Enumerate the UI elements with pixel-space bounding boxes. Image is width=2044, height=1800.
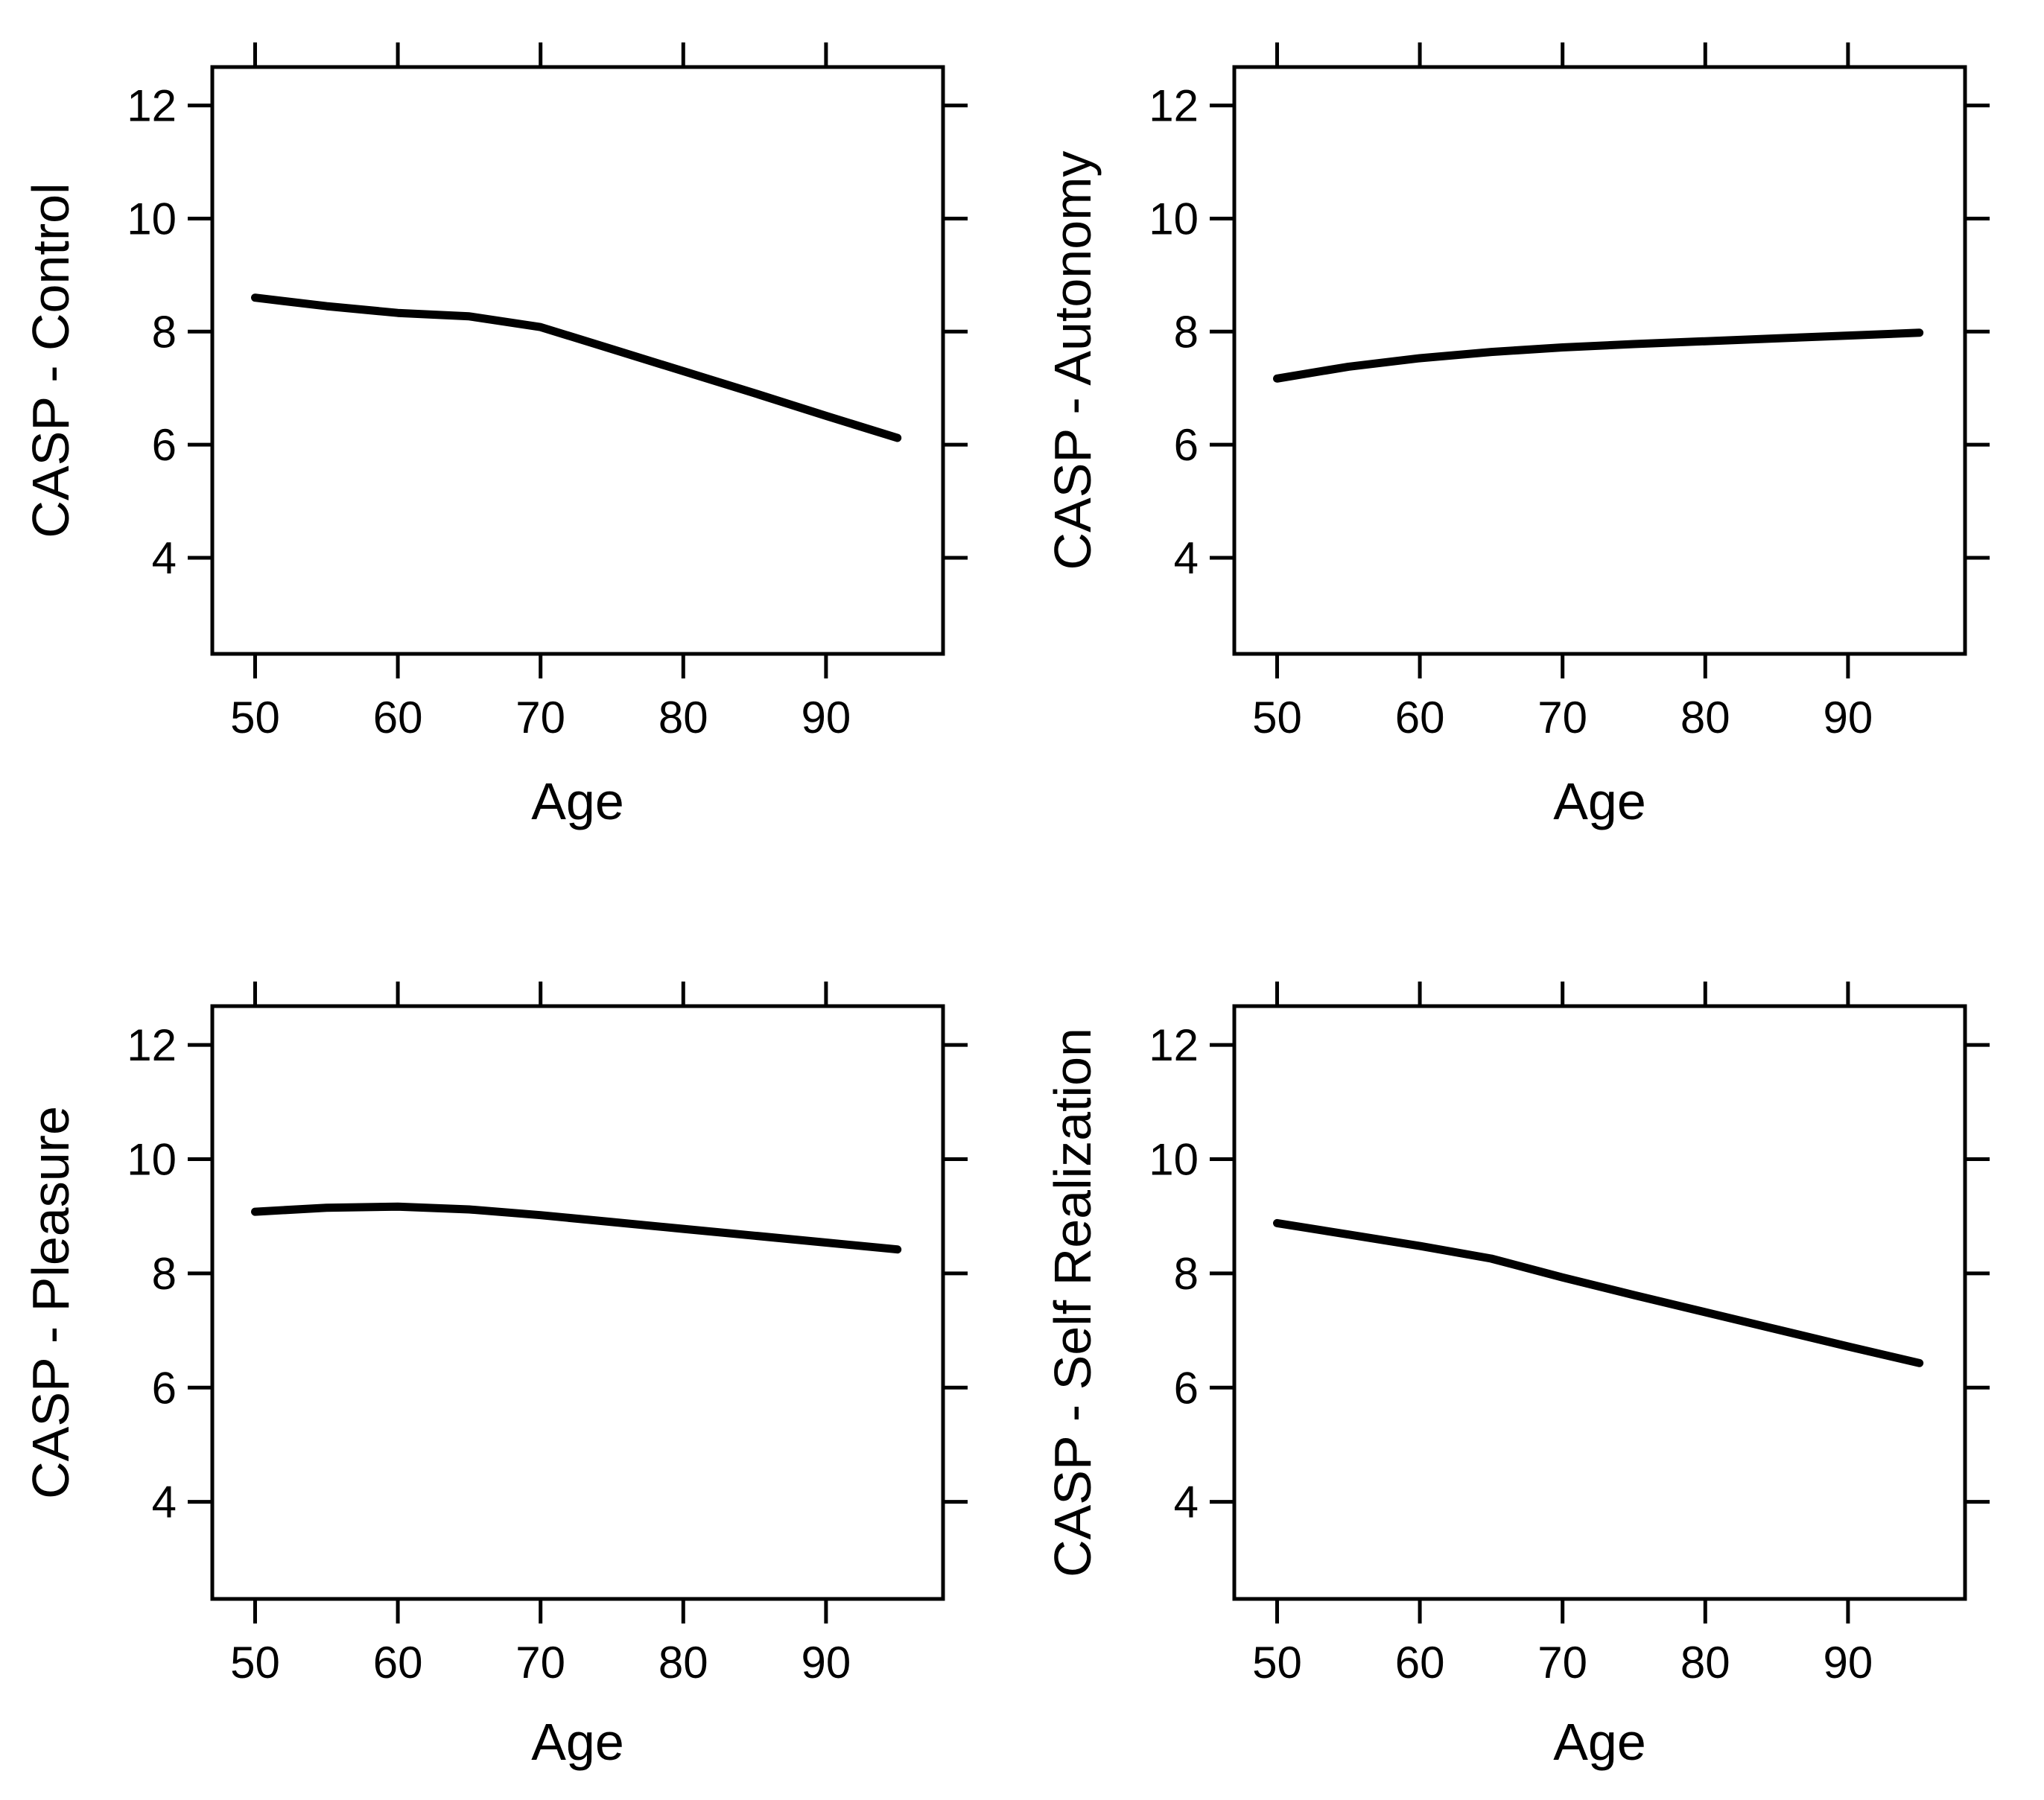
y-tick-label: 6 bbox=[1174, 420, 1199, 470]
x-tick-label: 70 bbox=[1537, 1638, 1587, 1688]
panel-casp-autonomy: 50 60 70 80 90 4 6 8 10 12 Age CASP - Autonomy bbox=[1022, 0, 2044, 900]
x-tick-label: 90 bbox=[1824, 693, 1873, 742]
series-line bbox=[1273, 1218, 1924, 1367]
chart-svg-3: 50 60 70 80 90 4 6 8 10 12 Age CASP - Self Realizat… bbox=[1044, 982, 1990, 1771]
y-axis-label: CASP - Pleasure bbox=[22, 1106, 80, 1499]
x-tick-label: 50 bbox=[230, 1638, 280, 1688]
x-tick-label: 80 bbox=[658, 693, 708, 742]
y-tick-label: 10 bbox=[127, 194, 177, 244]
y-axis-label: CASP - Control bbox=[22, 182, 80, 538]
x-tick-label: 60 bbox=[373, 693, 423, 742]
chart-svg-2: 50 60 70 80 90 4 6 8 10 12 Age CASP - Pleasure bbox=[22, 982, 968, 1771]
y-tick-label: 10 bbox=[1149, 194, 1199, 244]
series-line bbox=[251, 293, 902, 442]
y-tick-label: 8 bbox=[1174, 307, 1199, 357]
y-tick-label: 4 bbox=[1174, 533, 1199, 583]
y-tick-label: 12 bbox=[127, 1020, 177, 1070]
y-tick-label: 8 bbox=[1174, 1249, 1199, 1299]
x-tick-label: 90 bbox=[802, 1638, 851, 1688]
x-tick-label: 70 bbox=[515, 1638, 565, 1688]
x-tick-label: 80 bbox=[1680, 1638, 1730, 1688]
x-tick-label: 90 bbox=[802, 693, 851, 742]
plot-box bbox=[1232, 1004, 1967, 1601]
y-tick-label: 12 bbox=[1149, 81, 1199, 131]
y-tick-label: 6 bbox=[1174, 1363, 1199, 1413]
y-tick-label: 4 bbox=[152, 533, 177, 583]
panel-casp-self-realization: 50 60 70 80 90 4 6 8 10 12 Age CASP - Self Realizat… bbox=[1022, 900, 2044, 1800]
y-tick-label: 10 bbox=[1149, 1135, 1199, 1185]
x-tick-label: 70 bbox=[1537, 693, 1587, 742]
y-tick-label: 8 bbox=[152, 1249, 177, 1299]
y-axis-label: CASP - Autonomy bbox=[1044, 151, 1102, 570]
y-tick-label: 8 bbox=[152, 307, 177, 357]
chart-svg-0: 50 60 70 80 90 4 6 8 10 12 Age CASP - Control bbox=[22, 42, 968, 830]
series-line bbox=[251, 1202, 902, 1254]
x-axis-label: Age bbox=[531, 1713, 624, 1771]
x-tick-label: 60 bbox=[1395, 1638, 1445, 1688]
plot-box bbox=[210, 1004, 945, 1601]
plot-box bbox=[210, 65, 945, 656]
series-line bbox=[1273, 328, 1924, 383]
panel-casp-control: 50 60 70 80 90 4 6 8 10 12 Age CASP - Control bbox=[0, 0, 1022, 900]
y-axis-label: CASP - Self Realization bbox=[1044, 1028, 1102, 1577]
y-tick-label: 4 bbox=[152, 1478, 177, 1527]
y-tick-label: 6 bbox=[152, 1363, 177, 1413]
plot-box bbox=[1232, 65, 1967, 656]
x-tick-label: 50 bbox=[1252, 1638, 1302, 1688]
x-axis-label: Age bbox=[1553, 772, 1646, 830]
y-tick-label: 6 bbox=[152, 420, 177, 470]
y-tick-label: 12 bbox=[1149, 1020, 1199, 1070]
x-tick-label: 50 bbox=[230, 693, 280, 742]
panel-casp-pleasure: 50 60 70 80 90 4 6 8 10 12 Age CASP - Pleasure bbox=[0, 900, 1022, 1800]
y-tick-label: 10 bbox=[127, 1135, 177, 1185]
x-tick-label: 60 bbox=[373, 1638, 423, 1688]
x-tick-label: 80 bbox=[658, 1638, 708, 1688]
x-axis-label: Age bbox=[1553, 1713, 1646, 1771]
x-tick-label: 80 bbox=[1680, 693, 1730, 742]
y-tick-label: 12 bbox=[127, 81, 177, 131]
x-tick-label: 50 bbox=[1252, 693, 1302, 742]
chart-svg-1: 50 60 70 80 90 4 6 8 10 12 Age CASP - Autonomy bbox=[1044, 42, 1990, 830]
x-axis-label: Age bbox=[531, 772, 624, 830]
x-tick-label: 60 bbox=[1395, 693, 1445, 742]
y-tick-label: 4 bbox=[1174, 1478, 1199, 1527]
x-tick-label: 90 bbox=[1824, 1638, 1873, 1688]
x-tick-label: 70 bbox=[515, 693, 565, 742]
